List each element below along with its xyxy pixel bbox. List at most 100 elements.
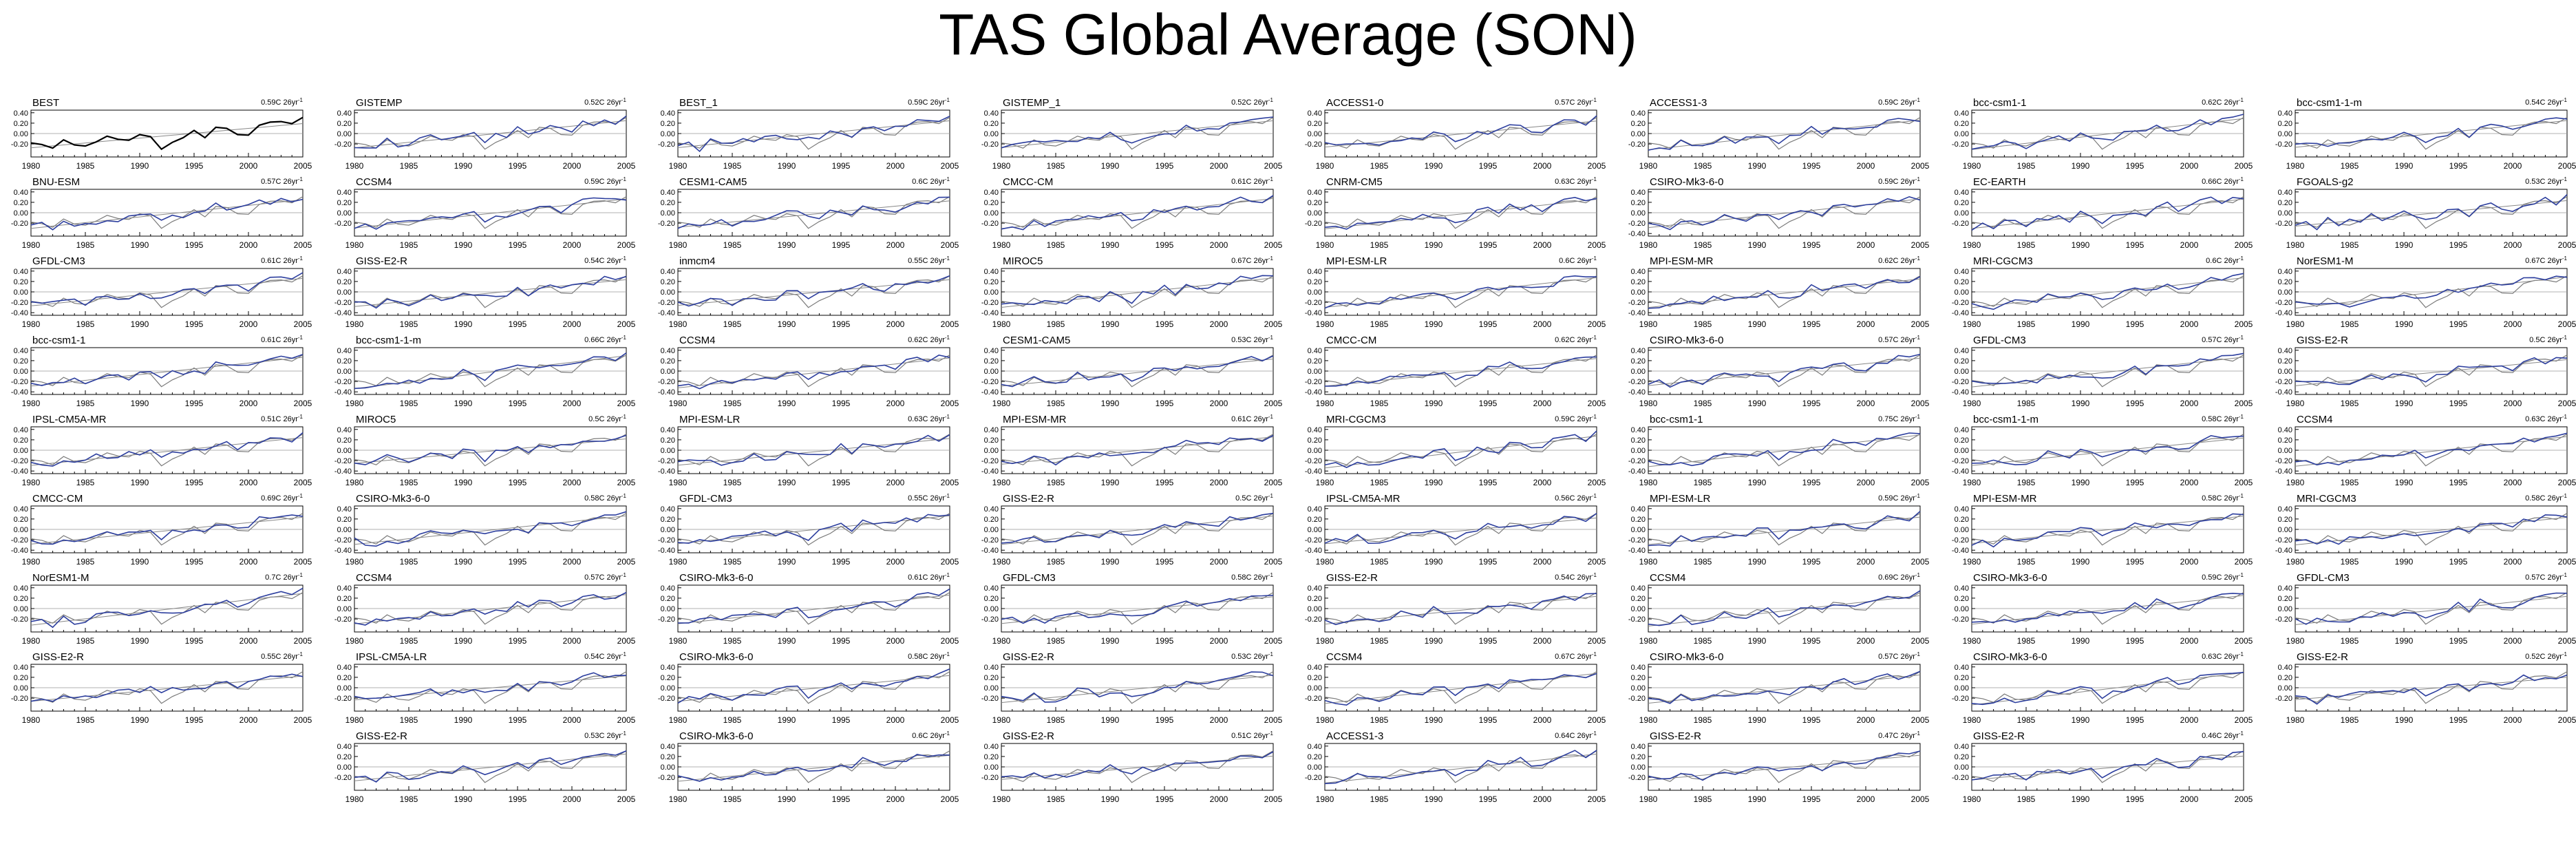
x-tick-label: 1995 (185, 319, 204, 329)
y-tick-label: -0.20 (658, 615, 675, 624)
x-tick-label: 2005 (2558, 715, 2576, 725)
x-tick-label: 1990 (131, 557, 149, 567)
panel-title: FGOALS-g2 (2297, 176, 2354, 188)
x-tick-label: 1985 (400, 240, 418, 250)
y-tick-label: 0.20 (1955, 120, 1969, 128)
trend-label: 0.67C 26yr-1 (2525, 255, 2567, 265)
x-tick-label: 1985 (76, 557, 95, 567)
x-tick-label: 1990 (1748, 240, 1767, 250)
x-tick-label: 1980 (1963, 715, 1981, 725)
x-tick-label: 1990 (2395, 715, 2414, 725)
trend-label: 0.61C 26yr-1 (1231, 176, 1273, 186)
y-tick-label: 0.40 (661, 347, 675, 355)
trend-label: 0.63C 26yr-1 (2202, 651, 2244, 661)
y-tick-label: -0.20 (334, 299, 352, 307)
panel-title: MPI-ESM-MR (1003, 414, 1067, 425)
series-line (2295, 674, 2568, 705)
x-tick-label: 1990 (1748, 715, 1767, 725)
trend-label: 0.69C 26yr-1 (261, 493, 303, 503)
y-tick-label: 0.00 (14, 605, 28, 613)
x-tick-label: 1980 (1639, 319, 1658, 329)
panel: GFDL-CM3 0.55C 26yr-1 0.40 0.20 0.00 -0.20 -0.… (658, 493, 959, 567)
x-tick-label: 2000 (1210, 161, 1228, 171)
x-tick-label: 1980 (1316, 478, 1334, 487)
x-tick-label: 2000 (239, 715, 258, 725)
y-tick-label: 0.20 (984, 753, 999, 761)
y-tick-label: -0.20 (1305, 536, 1322, 545)
y-tick-label: -0.40 (981, 467, 999, 476)
x-tick-label: 1990 (1748, 319, 1767, 329)
trend-label: 0.47C 26yr-1 (1878, 730, 1920, 740)
x-tick-label: 2000 (886, 240, 905, 250)
y-tick-label: 0.40 (337, 743, 352, 751)
y-tick-label: 0.40 (984, 347, 999, 355)
x-tick-label: 2000 (2180, 794, 2199, 804)
trend-fit-line (677, 357, 950, 388)
obs-reference-line (354, 355, 627, 388)
y-tick-label: -0.20 (981, 457, 999, 465)
panel: GFDL-CM3 0.58C 26yr-1 0.40 0.20 0.00 -0.20 198… (981, 572, 1283, 646)
series-line (1971, 751, 2244, 781)
trend-label: 0.53C 26yr-1 (2525, 176, 2567, 186)
series-line (2295, 592, 2568, 625)
x-tick-label: 2005 (1588, 636, 1606, 646)
x-tick-label: 1990 (454, 240, 473, 250)
x-tick-label: 1995 (1156, 715, 1174, 725)
panel-title: GISS-E2-R (1650, 730, 1701, 742)
series-line (1324, 750, 1597, 785)
y-tick-label: -0.20 (2275, 457, 2292, 465)
series-line (354, 591, 627, 626)
panel: inmcm4 0.55C 26yr-1 0.40 0.20 0.00 -0.20 -0.40… (658, 255, 959, 329)
x-tick-label: 1980 (345, 478, 364, 487)
x-tick-label: 2000 (1210, 715, 1228, 725)
x-tick-label: 2000 (1857, 636, 1875, 646)
x-tick-label: 2000 (886, 794, 905, 804)
x-tick-label: 2000 (239, 636, 258, 646)
x-tick-label: 2005 (617, 319, 636, 329)
x-tick-label: 1995 (2449, 319, 2468, 329)
x-tick-label: 1980 (1316, 319, 1334, 329)
x-tick-label: 1990 (454, 715, 473, 725)
trend-label: 0.61C 26yr-1 (261, 255, 303, 265)
x-tick-label: 2005 (2235, 319, 2253, 329)
y-tick-label: 0.20 (2278, 436, 2292, 445)
panel: GFDL-CM3 0.61C 26yr-1 0.40 0.20 0.00 -0.20 -0.… (11, 255, 312, 329)
series-line (678, 588, 950, 624)
x-tick-label: 2005 (1911, 715, 1930, 725)
series-line (354, 275, 627, 309)
x-tick-label: 1990 (454, 399, 473, 408)
panel-title: bcc-csm1-1 (32, 335, 86, 346)
x-tick-label: 2000 (563, 715, 582, 725)
obs-reference-line (677, 117, 950, 150)
panel-title: CESM1-CAM5 (1003, 335, 1070, 346)
obs-reference-line (1971, 592, 2244, 625)
panel-title: IPSL-CM5A-MR (1326, 493, 1401, 505)
y-tick-label: 0.20 (2278, 278, 2292, 286)
y-tick-label: 0.00 (2278, 209, 2292, 218)
trend-label: 0.53C 26yr-1 (1231, 335, 1273, 344)
panel: GISS-E2-R 0.46C 26yr-1 0.40 0.20 0.00 -0.20 19… (1952, 730, 2253, 804)
y-tick-label: -0.40 (658, 309, 675, 317)
y-tick-label: 0.40 (14, 268, 28, 276)
x-tick-label: 1990 (778, 557, 796, 567)
y-tick-label: 0.40 (1955, 426, 1969, 434)
obs-reference-line (2295, 513, 2568, 546)
x-tick-label: 1980 (992, 399, 1011, 408)
panel: BEST 0.59C 26yr-1 0.40 0.20 0.00 -0.20 1980 198… (11, 97, 312, 171)
x-tick-label: 1990 (131, 319, 149, 329)
x-tick-label: 1985 (723, 557, 742, 567)
x-tick-label: 2000 (1210, 399, 1228, 408)
panel-title: BEST_1 (679, 97, 718, 109)
x-tick-label: 1980 (2286, 319, 2305, 329)
y-tick-label: 0.40 (1955, 109, 1969, 118)
series-line (1971, 434, 2244, 465)
y-tick-label: -0.40 (2275, 388, 2292, 397)
x-tick-label: 2005 (2558, 161, 2576, 171)
trend-label: 0.58C 26yr-1 (2525, 493, 2567, 503)
trend-fit-line (1001, 675, 1274, 704)
panel-title: NorESM1-M (32, 572, 89, 584)
panel: CCSM4 0.69C 26yr-1 0.40 0.20 0.00 -0.20 1980 19… (1628, 572, 1930, 646)
trend-fit-line (2295, 276, 2568, 309)
y-tick-label: 0.20 (14, 357, 28, 366)
y-tick-label: 0.20 (337, 278, 352, 286)
